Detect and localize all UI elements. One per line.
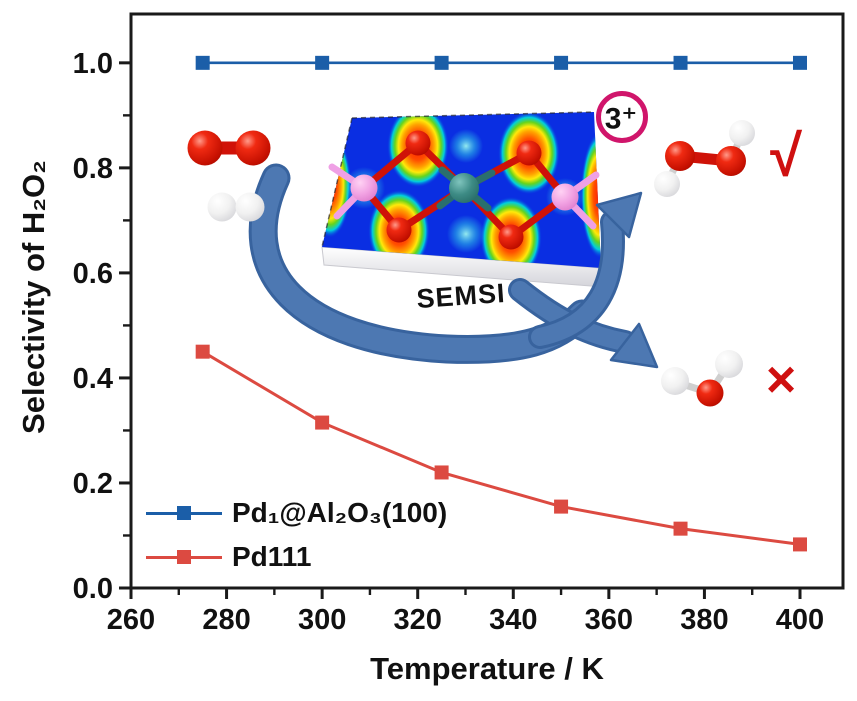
data-point-series-1 [673, 55, 688, 70]
plot-frame [129, 12, 845, 590]
x-axis-label: Temperature / K [370, 651, 604, 686]
y-tick-label: 0.2 [73, 468, 113, 500]
y-tick-label: 0.0 [73, 573, 113, 605]
y-tick-label: 0.6 [73, 258, 113, 290]
data-point-series-2 [315, 415, 330, 430]
series-line-2 [201, 350, 801, 546]
y-tick-label: 0.4 [73, 363, 113, 395]
legend: Pd₁@Al₂O₃(100) Pd111 [146, 491, 447, 579]
data-point-series-2 [673, 521, 688, 536]
data-point-series-1 [792, 55, 807, 70]
y-tick-label: 0.8 [73, 153, 113, 185]
x-tick-label: 380 [680, 604, 728, 636]
x-tick-label: 280 [202, 604, 250, 636]
data-point-series-2 [434, 465, 449, 480]
data-point-series-1 [554, 55, 569, 70]
legend-item-pd111: Pd111 [146, 535, 447, 579]
legend-marker-blue [146, 506, 222, 520]
data-point-series-2 [792, 537, 807, 552]
x-tick-label: 340 [489, 604, 537, 636]
legend-label-pd1-al2o3: Pd₁@Al₂O₃(100) [232, 497, 448, 528]
y-tick-label: 1.0 [73, 48, 113, 80]
data-point-series-1 [434, 55, 449, 70]
legend-label-pd111: Pd111 [232, 541, 312, 572]
y-axis-label: Selectivity of H₂O₂ [16, 160, 51, 434]
data-point-series-2 [195, 344, 210, 359]
x-tick-label: 360 [585, 604, 633, 636]
x-tick-label: 300 [298, 604, 346, 636]
data-point-series-1 [195, 55, 210, 70]
x-tick-label: 400 [776, 604, 824, 636]
data-point-series-1 [315, 55, 330, 70]
legend-item-pd1-al2o3: Pd₁@Al₂O₃(100) [146, 491, 447, 535]
legend-marker-red [146, 550, 222, 564]
data-point-series-2 [554, 499, 569, 514]
x-tick-label: 260 [107, 604, 155, 636]
x-tick-label: 320 [394, 604, 442, 636]
